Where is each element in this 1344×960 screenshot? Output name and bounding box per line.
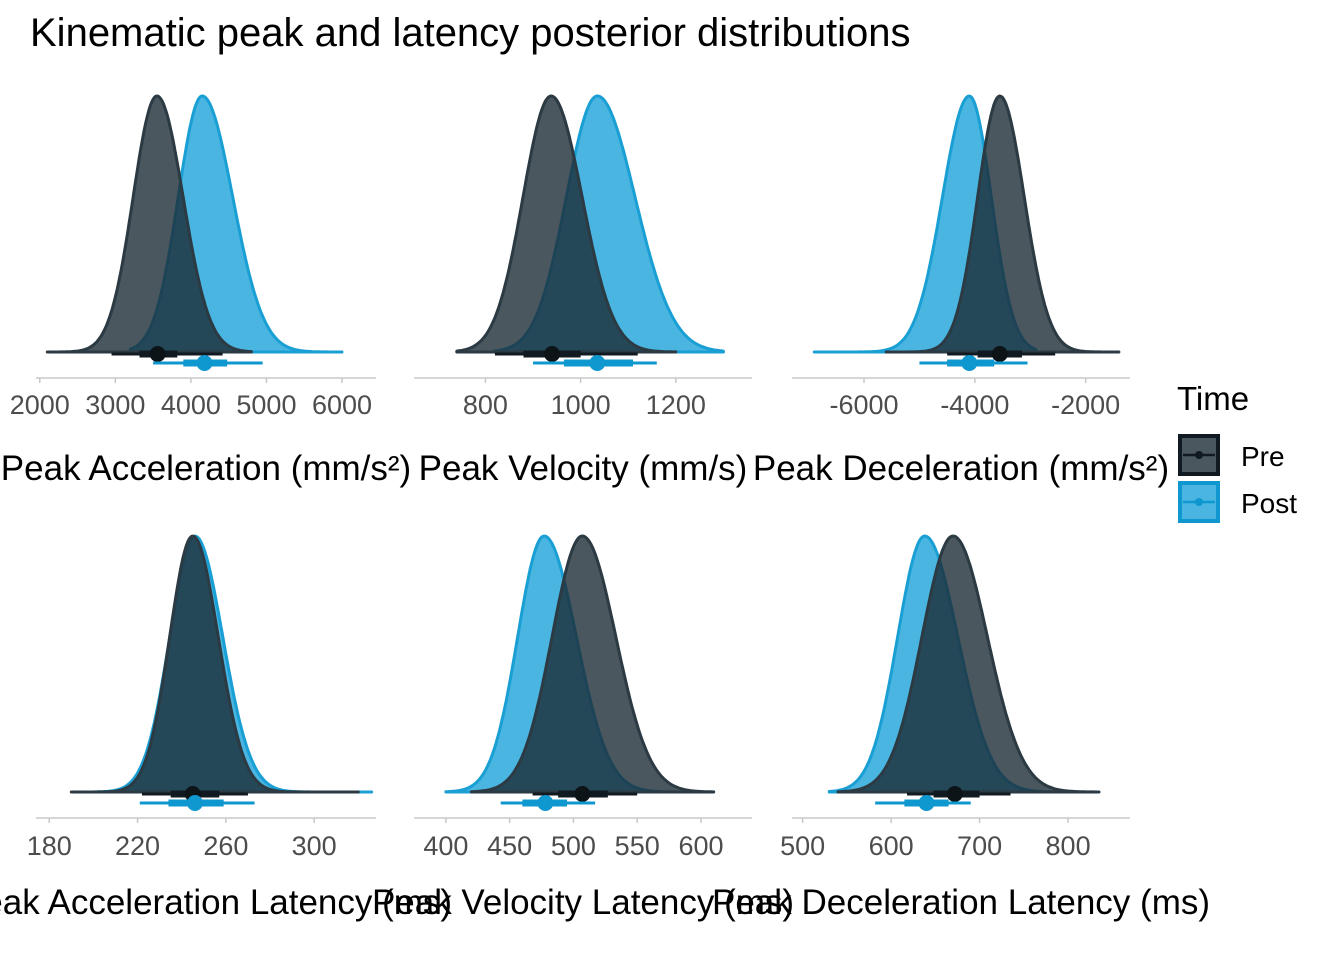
point-estimate-post xyxy=(589,355,606,371)
interval-post xyxy=(139,795,255,811)
interval-pre xyxy=(907,786,1011,802)
interval-pre xyxy=(532,786,638,802)
legend-key-post: Post xyxy=(1178,481,1297,523)
x-tick-label: -2000 xyxy=(1051,390,1120,420)
point-estimate-post xyxy=(196,355,213,371)
legend-title: Time xyxy=(1177,380,1249,417)
x-tick-label: 800 xyxy=(463,390,508,420)
interval-pre xyxy=(947,346,1056,362)
legend-keys: Pre Post xyxy=(1178,434,1297,523)
panel-1: 2000 3000 4000 5000 6000 Peak Acceleration (m… xyxy=(1,94,411,488)
x-axis-label: Peak Velocity Latency (ms) xyxy=(372,883,794,922)
x-tick-label: 6000 xyxy=(312,390,372,420)
density-pre xyxy=(469,534,716,794)
density-pre xyxy=(45,94,253,354)
panel-2: 800 1000 1200 Peak Velocity (mm/s) xyxy=(414,94,752,488)
x-axis-label: Peak Deceleration (mm/s²) xyxy=(753,449,1169,488)
panel-3: -6000 -4000 -2000 Peak Deceleration (mm/s²) xyxy=(753,94,1169,488)
x-tick-label: 600 xyxy=(678,831,723,861)
x-tick-label: 600 xyxy=(869,831,914,861)
point-estimate-post xyxy=(186,795,203,811)
interval-post xyxy=(919,355,1028,371)
x-tick-label: 1000 xyxy=(551,390,611,420)
interval-post xyxy=(500,795,596,811)
panel-6: 500 600 700 800 Peak Deceleration Latency (m… xyxy=(712,534,1210,922)
x-tick-label: 220 xyxy=(115,831,160,861)
point-estimate-pre xyxy=(574,786,591,802)
x-tick-label: 500 xyxy=(551,831,596,861)
legend-label: Pre xyxy=(1241,441,1285,472)
x-tick-label: 700 xyxy=(957,831,1002,861)
interval-pre xyxy=(494,346,638,362)
x-axis-label: Peak Acceleration Latency (ms) xyxy=(0,883,452,922)
density-pre xyxy=(69,534,360,794)
density-pre xyxy=(455,94,678,354)
x-tick-label: 4000 xyxy=(161,390,221,420)
interval-pre xyxy=(111,346,223,362)
interval-post xyxy=(153,355,263,371)
legend-point xyxy=(1195,451,1203,459)
x-tick-label: -4000 xyxy=(940,390,1009,420)
x-tick-label: 180 xyxy=(27,831,72,861)
x-tick-label: 550 xyxy=(615,831,660,861)
x-tick-label: 500 xyxy=(780,831,825,861)
point-estimate-pre xyxy=(991,346,1008,362)
x-tick-label: 400 xyxy=(423,831,468,861)
panel-4: 180 220 260 300 Peak Acceleration Latency (m… xyxy=(0,534,452,922)
density-pre xyxy=(836,534,1101,794)
legend: Time Pre Post xyxy=(1177,380,1297,523)
x-axis-label: Peak Velocity (mm/s) xyxy=(419,449,748,488)
x-tick-label: 5000 xyxy=(236,390,296,420)
x-axis-label: Peak Acceleration (mm/s²) xyxy=(1,449,411,488)
panels: 2000 3000 4000 5000 6000 Peak Acceleration (m… xyxy=(0,94,1210,922)
x-axis-label: Peak Deceleration Latency (ms) xyxy=(712,883,1210,922)
interval-post xyxy=(875,795,971,811)
legend-key-pre: Pre xyxy=(1178,434,1285,476)
x-tick-label: 300 xyxy=(292,831,337,861)
x-tick-label: 260 xyxy=(203,831,248,861)
x-tick-label: 450 xyxy=(487,831,532,861)
interval-post xyxy=(533,355,657,371)
legend-label: Post xyxy=(1241,488,1297,519)
density-pre xyxy=(884,94,1121,354)
legend-point xyxy=(1195,498,1203,506)
point-estimate-post xyxy=(918,795,935,811)
point-estimate-post xyxy=(961,355,978,371)
panel-5: 400 450 500 550 600 Peak Velocity Latency (ms… xyxy=(372,534,794,922)
x-tick-label: 3000 xyxy=(85,390,145,420)
point-estimate-post xyxy=(537,795,554,811)
chart-title: Kinematic peak and latency posterior dis… xyxy=(30,11,910,55)
x-tick-label: 800 xyxy=(1046,831,1091,861)
x-tick-label: 1200 xyxy=(646,390,706,420)
point-estimate-pre xyxy=(149,346,166,362)
x-tick-label: -6000 xyxy=(830,390,899,420)
point-estimate-pre xyxy=(946,786,963,802)
point-estimate-pre xyxy=(544,346,561,362)
x-tick-label: 2000 xyxy=(10,390,70,420)
